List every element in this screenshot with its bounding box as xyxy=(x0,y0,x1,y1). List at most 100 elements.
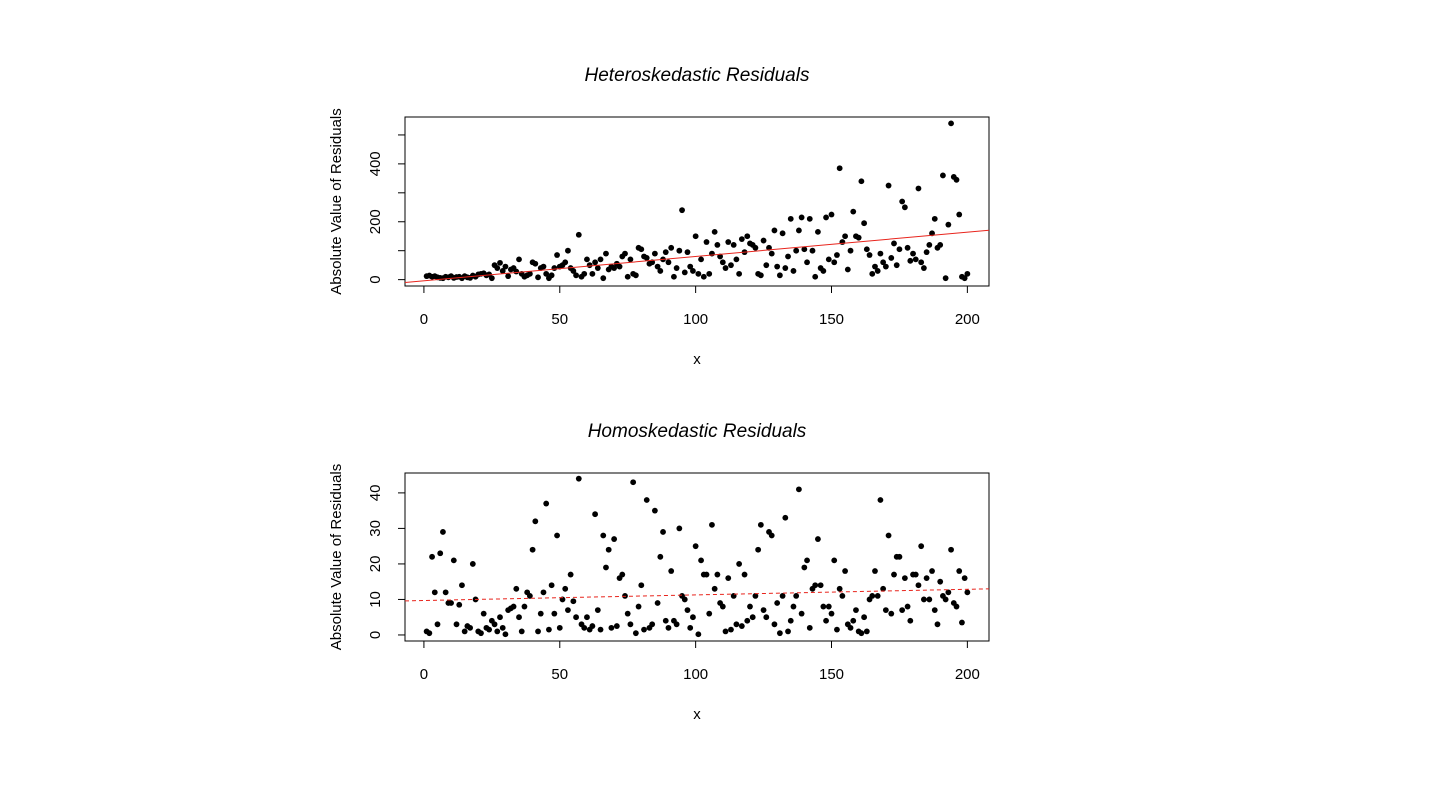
x-tick-label: 50 xyxy=(551,311,568,328)
point xyxy=(679,207,685,214)
y-tick-label: 200 xyxy=(367,209,384,234)
point xyxy=(815,536,821,542)
point xyxy=(662,249,669,256)
point xyxy=(942,596,949,603)
point xyxy=(703,239,710,245)
point xyxy=(825,603,832,610)
point xyxy=(937,578,944,585)
point xyxy=(872,263,878,270)
point xyxy=(575,231,582,238)
point xyxy=(855,234,862,241)
point xyxy=(877,497,884,503)
point xyxy=(662,617,669,624)
point xyxy=(725,239,732,245)
point xyxy=(774,263,781,270)
point xyxy=(562,585,569,592)
x-axis-label: x xyxy=(693,706,701,723)
point xyxy=(733,256,740,263)
y-tick-label: 0 xyxy=(367,631,384,639)
point xyxy=(956,568,963,574)
point xyxy=(562,259,569,266)
point xyxy=(760,237,767,244)
y-tick-label: 40 xyxy=(367,485,384,502)
point xyxy=(828,211,835,218)
point xyxy=(611,536,618,542)
point xyxy=(920,265,927,271)
point xyxy=(535,274,541,281)
point xyxy=(842,233,848,240)
plot-frame xyxy=(404,472,990,642)
point xyxy=(554,532,560,539)
point xyxy=(929,568,935,574)
point xyxy=(681,269,688,276)
point xyxy=(437,550,444,557)
point xyxy=(795,227,802,234)
point xyxy=(459,582,465,589)
point xyxy=(959,619,965,626)
point xyxy=(513,268,520,275)
point xyxy=(763,262,770,269)
point xyxy=(757,272,764,279)
point xyxy=(499,624,506,631)
point xyxy=(581,624,588,631)
point xyxy=(763,614,770,621)
point xyxy=(703,571,710,578)
point xyxy=(961,575,968,582)
point xyxy=(901,204,908,211)
point xyxy=(722,265,729,271)
point xyxy=(461,628,468,635)
point xyxy=(510,603,517,610)
point xyxy=(480,610,487,617)
point xyxy=(953,603,960,610)
x-tick-label: 50 xyxy=(551,666,568,683)
point xyxy=(635,603,642,610)
point xyxy=(638,582,645,589)
point xyxy=(600,275,607,282)
x-tick-label: 150 xyxy=(819,311,844,328)
point xyxy=(736,270,743,277)
point xyxy=(613,623,620,629)
point xyxy=(600,532,607,539)
point xyxy=(825,256,832,263)
point xyxy=(665,259,672,266)
point xyxy=(714,571,721,578)
point xyxy=(692,233,699,240)
point xyxy=(692,543,699,550)
panel: Heteroskedastic Residuals x Absolute Value… xyxy=(328,65,990,368)
point xyxy=(589,270,596,277)
point xyxy=(907,617,914,624)
point xyxy=(771,227,778,234)
point xyxy=(624,273,631,280)
point xyxy=(431,589,438,596)
point xyxy=(899,198,906,205)
point xyxy=(467,624,474,631)
point xyxy=(706,270,713,277)
point xyxy=(717,253,723,260)
point xyxy=(823,617,829,624)
point xyxy=(619,571,626,578)
point xyxy=(885,532,892,539)
point xyxy=(817,582,824,589)
point xyxy=(801,564,808,571)
point xyxy=(497,259,503,266)
y-axis-label: Absolute Value of Residuals xyxy=(328,108,345,295)
point xyxy=(863,246,870,253)
point xyxy=(940,172,946,179)
point xyxy=(820,603,827,610)
point xyxy=(768,250,775,257)
point xyxy=(918,259,925,266)
point xyxy=(891,571,897,578)
point xyxy=(912,571,919,578)
point xyxy=(700,273,707,280)
point xyxy=(945,589,952,596)
point xyxy=(861,220,868,227)
point xyxy=(801,246,808,253)
point xyxy=(806,215,813,222)
point xyxy=(747,603,753,610)
point xyxy=(874,592,881,599)
point xyxy=(760,607,767,613)
point xyxy=(782,265,789,271)
point xyxy=(570,268,577,274)
point xyxy=(850,617,857,624)
point xyxy=(774,600,781,606)
